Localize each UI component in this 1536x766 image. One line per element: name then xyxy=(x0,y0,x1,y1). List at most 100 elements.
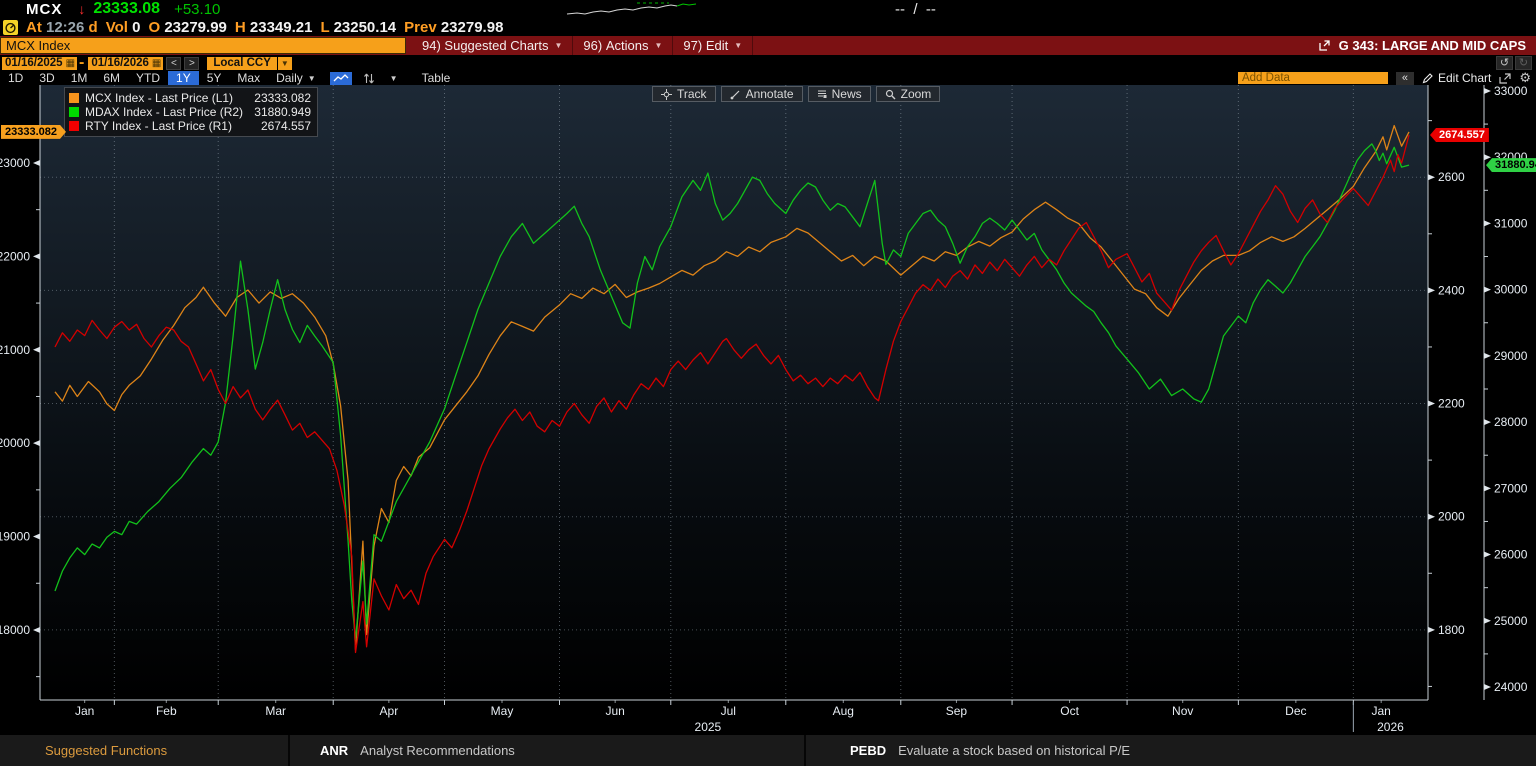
market-status-gauge-icon xyxy=(3,19,18,35)
vol-value: 0 xyxy=(132,18,141,36)
annotate-label: Annotate xyxy=(745,87,794,101)
last-price-tag: 2674.557 xyxy=(1430,128,1489,143)
y-tick-label: 24000 xyxy=(1494,680,1528,694)
prev-value: 23279.98 xyxy=(440,18,504,36)
axis-settings-button[interactable] xyxy=(358,72,380,85)
suggested-functions-header: Suggested Functions xyxy=(0,735,290,766)
quote-stats-row: At 12:26 d Vol 0 O 23279.99 H 23349.21 L… xyxy=(0,18,1536,36)
range-button-1y[interactable]: 1Y xyxy=(168,71,199,85)
month-label: May xyxy=(491,704,514,718)
frequency-dropdown[interactable]: Daily ▼ xyxy=(268,71,324,85)
legend-row[interactable]: MDAX Index - Last Price (R2) 31880.949 xyxy=(69,105,311,119)
pencil-icon xyxy=(1422,72,1433,83)
gear-icon[interactable]: ⚙ xyxy=(1519,70,1531,86)
open-value: 23279.99 xyxy=(164,18,227,36)
series-line xyxy=(54,143,1410,640)
y-tick-arrow xyxy=(1484,154,1491,161)
security-input[interactable] xyxy=(0,37,406,54)
range-button-max[interactable]: Max xyxy=(237,71,261,85)
date-to-field[interactable]: 01/16/2026 ▦ xyxy=(88,56,164,70)
chevron-down-icon: ▼ xyxy=(654,41,663,50)
last-price-tag: 23333.082 xyxy=(1,125,66,139)
menu-items: 94) Suggested Charts ▼ 96) Actions ▼ 97)… xyxy=(412,36,754,55)
range-next-button[interactable]: > xyxy=(184,56,200,70)
range-button-1m[interactable]: 1M xyxy=(70,71,88,85)
legend-row[interactable]: MCX Index - Last Price (L1) 23333.082 xyxy=(69,91,311,105)
y-tick-label: 27000 xyxy=(1494,481,1528,495)
y-tick-label: 18000 xyxy=(0,623,30,637)
prev-label: Prev xyxy=(404,18,437,36)
month-label: Apr xyxy=(380,704,399,718)
y-tick-arrow xyxy=(1484,684,1491,691)
y-tick-arrow xyxy=(1484,551,1491,558)
quote-header-row: MCX ↓ 23333.08 +53.10 -- / -- xyxy=(0,0,1536,18)
table-button[interactable]: Table xyxy=(421,71,451,85)
month-label: Jun xyxy=(605,704,624,718)
more-tools-dropdown[interactable]: ▼ xyxy=(389,73,398,83)
month-label: Mar xyxy=(265,704,286,718)
calendar-icon: ▦ xyxy=(65,57,76,69)
group-context[interactable]: G 343: LARGE AND MID CAPS xyxy=(1318,38,1536,53)
date-separator: - xyxy=(79,54,85,71)
currency-select[interactable]: Local CCY ▼ xyxy=(207,56,292,70)
news-label: News xyxy=(831,87,862,101)
menu-edit[interactable]: 97) Edit ▼ xyxy=(673,36,754,55)
y-tick-label: 22000 xyxy=(0,249,30,263)
menu-num: 97) xyxy=(683,38,703,53)
series-line xyxy=(54,134,1410,654)
y-tick-label: 20000 xyxy=(0,436,30,450)
legend-row[interactable]: RTY Index - Last Price (R1) 2674.557 xyxy=(69,119,311,133)
vol-label: Vol xyxy=(105,18,128,36)
chart-legend[interactable]: MCX Index - Last Price (L1) 23333.082 MDAX… xyxy=(64,87,318,137)
range-button-3d[interactable]: 3D xyxy=(39,71,55,85)
y-tick-arrow xyxy=(1484,485,1491,492)
track-label: Track xyxy=(677,87,707,101)
menu-actions[interactable]: 96) Actions ▼ xyxy=(573,36,674,55)
y-tick-label: 33000 xyxy=(1494,84,1528,98)
range-button-5y[interactable]: 5Y xyxy=(206,71,222,85)
range-button-1d[interactable]: 1D xyxy=(8,71,24,85)
function-shortcut-pebd[interactable]: PEBD Evaluate a stock based on historica… xyxy=(806,735,1536,766)
y-tick-arrow xyxy=(33,440,40,447)
bid-ask-placeholder: -- / -- xyxy=(895,1,936,18)
menu-num: 96) xyxy=(583,38,603,53)
news-button[interactable]: News xyxy=(807,86,871,102)
edit-chart-button[interactable]: Edit Chart xyxy=(1422,71,1491,85)
menu-label: Suggested Charts xyxy=(444,38,549,53)
track-button[interactable]: Track xyxy=(652,86,716,102)
line-chart-type-button[interactable] xyxy=(329,71,352,85)
chevron-down-icon[interactable]: ▼ xyxy=(277,56,292,70)
range-prev-button[interactable]: < xyxy=(166,56,182,70)
range-button-ytd[interactable]: YTD xyxy=(136,71,161,85)
menu-suggested-charts[interactable]: 94) Suggested Charts ▼ xyxy=(412,36,574,55)
add-data-input[interactable] xyxy=(1237,72,1388,84)
currency-value: Local CCY xyxy=(207,56,277,70)
date-from-field[interactable]: 01/16/2025 ▦ xyxy=(2,56,78,70)
low-value: 23250.14 xyxy=(333,18,397,36)
y-tick-label: 2000 xyxy=(1438,510,1465,524)
legend-swatch xyxy=(69,93,79,103)
chart-toolbar: 1D 3D 1M 6M YTD 1Y 5Y Max Daily ▼ ▼ Table « Edi… xyxy=(0,71,1536,85)
chevron-down-icon: ▼ xyxy=(307,73,316,83)
y-tick-label: 26000 xyxy=(1494,548,1528,562)
collapse-panel-button[interactable]: « xyxy=(1395,71,1414,85)
legend-swatch xyxy=(69,107,79,117)
menu-label: Actions xyxy=(605,38,649,53)
menu-num: 94) xyxy=(422,38,441,53)
zoom-button[interactable]: Zoom xyxy=(875,86,941,102)
redo-button[interactable]: ↻ xyxy=(1515,56,1532,70)
month-label: Jan xyxy=(75,704,94,718)
chart-tools: Track Annotate News Zoom xyxy=(652,86,941,102)
last-price-tag: 31880.949 xyxy=(1486,158,1536,173)
range-button-6m[interactable]: 6M xyxy=(103,71,121,85)
y-tick-label: 19000 xyxy=(0,530,30,544)
y-tick-arrow xyxy=(1428,513,1435,520)
annotate-button[interactable]: Annotate xyxy=(720,86,803,102)
y-tick-label: 2200 xyxy=(1438,397,1465,411)
undo-button[interactable]: ↺ xyxy=(1496,56,1513,70)
y-tick-label: 30000 xyxy=(1494,283,1528,297)
month-label: Dec xyxy=(1285,704,1306,718)
expand-chart-icon[interactable] xyxy=(1499,72,1511,84)
function-shortcut-anr[interactable]: ANR Analyst Recommendations xyxy=(290,735,806,766)
